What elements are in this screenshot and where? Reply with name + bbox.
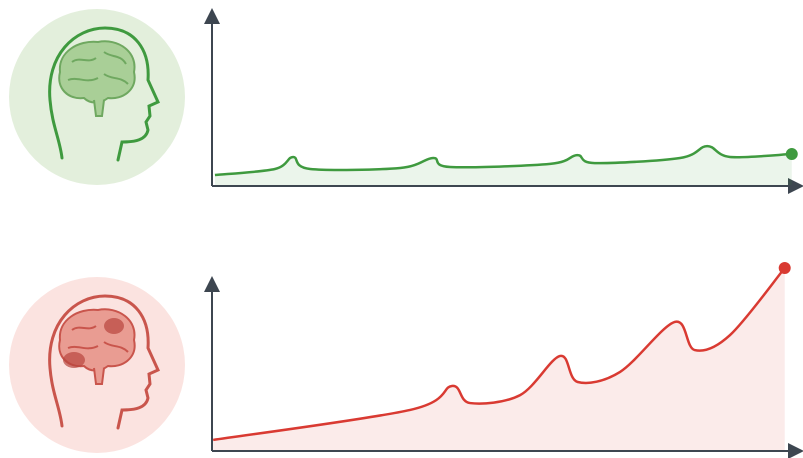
- end-point: [786, 148, 798, 160]
- end-point: [779, 262, 791, 274]
- healthy-head-icon: [9, 9, 185, 185]
- area-fill: [213, 268, 785, 450]
- illustration: [0, 0, 803, 458]
- affected-head-icon: [9, 277, 185, 453]
